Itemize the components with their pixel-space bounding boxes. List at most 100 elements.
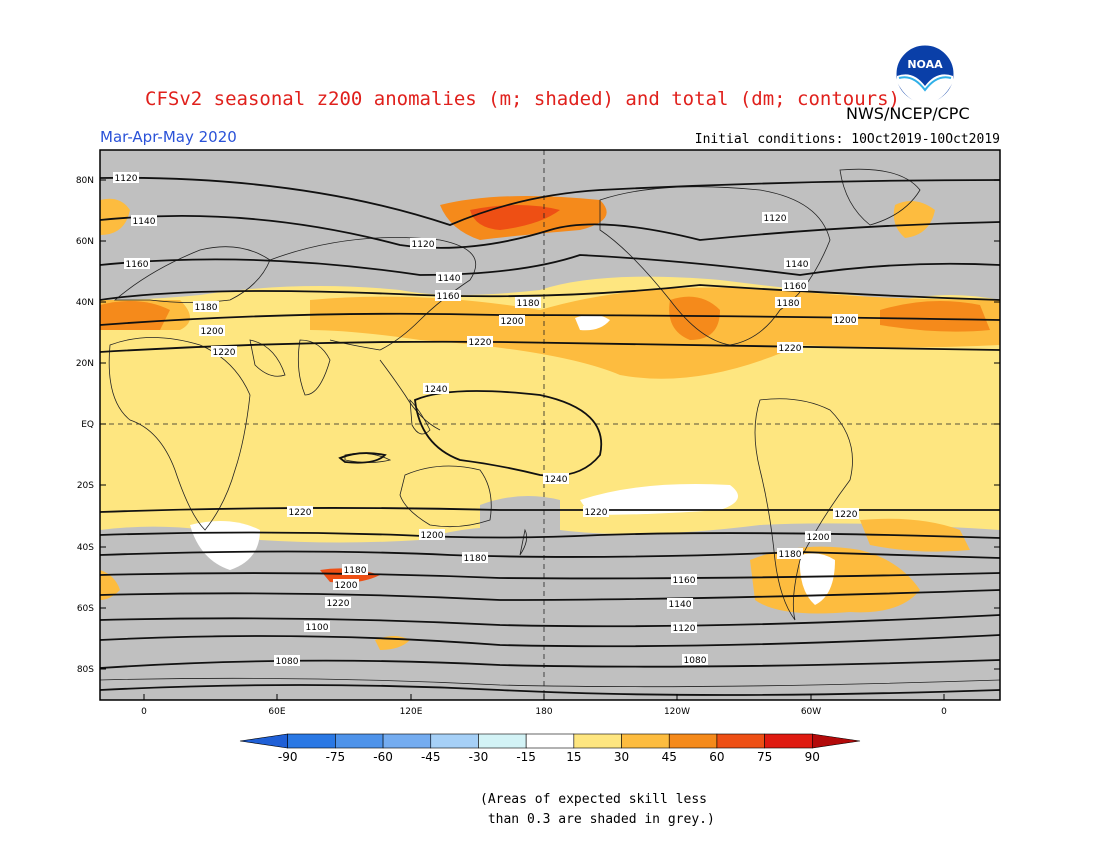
longitude-labels: 0 60E 120E 180 120W 60W 0 xyxy=(141,694,947,717)
anomaly-shading xyxy=(100,150,1000,700)
colorbar-swatch xyxy=(812,733,861,749)
colorbar-swatch xyxy=(621,733,670,749)
svg-text:1200: 1200 xyxy=(807,533,830,543)
contour-label: 1220 xyxy=(325,597,351,609)
contour-label: 1200 xyxy=(199,325,225,337)
svg-text:1160: 1160 xyxy=(437,292,460,302)
colorbar-swatch xyxy=(382,733,432,749)
svg-text:1140: 1140 xyxy=(669,600,692,610)
contour-label: 1200 xyxy=(832,314,858,326)
svg-text:1200: 1200 xyxy=(834,316,857,326)
svg-text:1240: 1240 xyxy=(545,475,568,485)
latitude-label: 60S xyxy=(77,604,94,614)
colorbar-swatch xyxy=(716,733,765,749)
colorbar-swatch xyxy=(764,733,813,749)
contour-label: 1160 xyxy=(782,280,808,292)
latitude-label: 80S xyxy=(77,665,94,675)
contour-label: 1140 xyxy=(436,272,462,284)
svg-text:1220: 1220 xyxy=(779,344,802,354)
map-frame xyxy=(99,149,1001,701)
latitude-label: 20S xyxy=(77,481,94,491)
svg-text:1200: 1200 xyxy=(201,327,224,337)
skill-footnote: (Areas of expected skill less than 0.3 a… xyxy=(480,792,715,827)
svg-text:1160: 1160 xyxy=(126,260,149,270)
colorbar-swatch xyxy=(239,733,288,749)
colorbar-tick-label: 45 xyxy=(662,750,677,764)
initial-conditions-label: Initial conditions: 10Oct2019-10Oct2019 xyxy=(694,132,1000,147)
latitude-label: 80N xyxy=(76,176,94,186)
svg-text:1180: 1180 xyxy=(464,554,487,564)
contour-label: 1120 xyxy=(410,238,436,250)
svg-text:1220: 1220 xyxy=(289,508,312,518)
longitude-label: 180 xyxy=(535,707,552,717)
colorbar-swatch xyxy=(287,733,336,749)
svg-text:1180: 1180 xyxy=(779,550,802,560)
contour-label: 1180 xyxy=(342,564,368,576)
colorbar: -90 -75 -60 -45 -30 -15 15 30 45 60 75 90 xyxy=(239,733,861,764)
contour-label: 1160 xyxy=(435,290,461,302)
contour-label: 1140 xyxy=(131,215,157,227)
colorbar-swatch xyxy=(335,733,384,749)
svg-text:1120: 1120 xyxy=(673,624,696,634)
svg-text:1120: 1120 xyxy=(115,174,138,184)
svg-text:1180: 1180 xyxy=(195,303,218,313)
contour-label: 1160 xyxy=(671,574,697,586)
svg-text:1220: 1220 xyxy=(469,338,492,348)
svg-text:1180: 1180 xyxy=(517,299,540,309)
chart-title: CFSv2 seasonal z200 anomalies (m; shaded… xyxy=(145,88,900,110)
svg-text:1200: 1200 xyxy=(421,531,444,541)
svg-text:1220: 1220 xyxy=(213,348,236,358)
contour-label: 1120 xyxy=(671,622,697,634)
longitude-label: 60W xyxy=(801,707,821,717)
contour-label: 1200 xyxy=(333,579,359,591)
contour-label: 1120 xyxy=(762,212,788,224)
svg-text:1140: 1140 xyxy=(786,260,809,270)
contour-label: 1220 xyxy=(583,506,609,518)
colorbar-tick-label: -75 xyxy=(326,750,346,764)
contour-label-layer: 1120 1140 1160 1180 1200 1220 1240 1120 1140 1160… xyxy=(113,172,859,667)
contour-label: 1220 xyxy=(211,346,237,358)
latitude-labels: 80N 60N 40N 20N EQ 20S 40S 60S 80S xyxy=(76,176,1000,675)
contour-label: 1240 xyxy=(543,473,569,485)
svg-text:1220: 1220 xyxy=(327,599,350,609)
contour-label: 1200 xyxy=(419,529,445,541)
contour-label: 1180 xyxy=(777,548,803,560)
contour-label: 1220 xyxy=(287,506,313,518)
colorbar-tick-label: 30 xyxy=(614,750,629,764)
latitude-label: 40S xyxy=(77,543,94,553)
latitude-label: 60N xyxy=(76,237,94,247)
longitude-label: 0 xyxy=(941,707,947,717)
svg-text:1120: 1120 xyxy=(764,214,787,224)
svg-text:1160: 1160 xyxy=(784,282,807,292)
latitude-label: EQ xyxy=(81,420,94,430)
contour-label: 1100 xyxy=(304,621,330,633)
longitude-label: 120W xyxy=(664,707,690,717)
colorbar-swatch xyxy=(573,733,622,749)
svg-text:1080: 1080 xyxy=(276,657,299,667)
svg-text:1220: 1220 xyxy=(835,510,858,520)
colorbar-tick-label: -45 xyxy=(421,750,441,764)
svg-text:1120: 1120 xyxy=(412,240,435,250)
contour-label: 1080 xyxy=(274,655,300,667)
latitude-label: 40N xyxy=(76,298,94,308)
colorbar-swatch xyxy=(525,733,575,749)
colorbar-tick-label: -60 xyxy=(373,750,393,764)
svg-text:1240: 1240 xyxy=(425,385,448,395)
contour-label: 1220 xyxy=(833,508,859,520)
longitude-label: 60E xyxy=(268,707,285,717)
colorbar-tick-label: 60 xyxy=(709,750,724,764)
svg-text:1180: 1180 xyxy=(777,299,800,309)
colorbar-swatch xyxy=(668,733,718,749)
colorbar-tick-label: 75 xyxy=(757,750,772,764)
contour-label: 1220 xyxy=(777,342,803,354)
longitude-label: 120E xyxy=(400,707,423,717)
svg-text:1100: 1100 xyxy=(306,623,329,633)
contour-label: 1140 xyxy=(784,258,810,270)
longitude-label: 0 xyxy=(141,707,147,717)
contour-label: 1180 xyxy=(515,297,541,309)
contour-label: 1160 xyxy=(124,258,150,270)
noaa-logo-text: NOAA xyxy=(907,58,943,71)
gridlines xyxy=(100,150,1000,700)
noaa-logo-icon: NOAA xyxy=(893,42,957,106)
contour-label: 1220 xyxy=(467,336,493,348)
